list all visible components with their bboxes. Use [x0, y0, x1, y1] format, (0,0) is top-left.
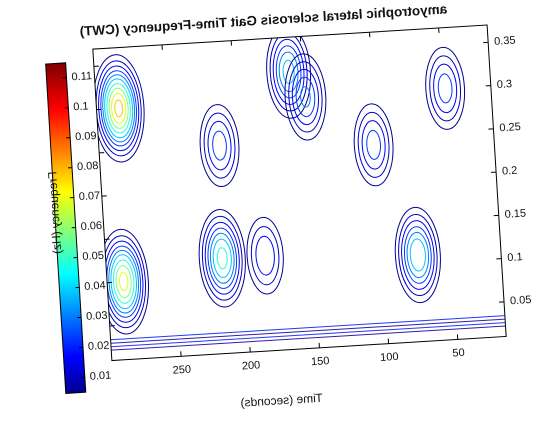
contour-line: [245, 216, 286, 295]
svg-text:0.07: 0.07: [78, 190, 100, 203]
svg-text:50: 50: [452, 347, 465, 360]
colorbar-tick-label: 0.08: [77, 160, 99, 173]
x-tick-label: 50: [452, 347, 465, 360]
svg-text:0.09: 0.09: [75, 130, 97, 143]
plot-frame: [93, 25, 506, 361]
contour-line: [206, 227, 238, 289]
y-axis-ticks: 0.05 0.1 0.15 0.2 0.25 0.3 0.35: [94, 35, 532, 332]
contour-line: [432, 63, 458, 113]
y-tick-label: 0.1: [507, 251, 523, 264]
colorbar-tick-label: 0.04: [84, 280, 106, 293]
y-tick-label: 0.15: [504, 208, 526, 221]
x-tick-label: 250: [172, 364, 191, 377]
svg-text:0.1: 0.1: [507, 251, 523, 264]
colorbar-tick-label: 0.06: [80, 220, 102, 233]
contour-line: [111, 93, 127, 124]
low-freq-band: [111, 323, 505, 347]
contour-line: [361, 120, 387, 170]
contour-line: [250, 226, 281, 286]
contour-line: [115, 265, 132, 298]
svg-text:100: 100: [380, 351, 399, 364]
y-tick-label: 0.2: [502, 165, 518, 178]
svg-text:0.06: 0.06: [80, 220, 102, 233]
x-tick-label: 200: [242, 359, 261, 372]
contour-line: [255, 236, 276, 276]
contour-line: [212, 239, 232, 278]
contour-line: [114, 100, 123, 117]
contour-line: [366, 130, 381, 160]
svg-text:0.1: 0.1: [73, 100, 89, 113]
svg-text:0.3: 0.3: [496, 78, 512, 91]
contour-line: [400, 220, 436, 291]
contour-line: [396, 213, 439, 296]
colorbar-tick-label: 0.01: [89, 370, 111, 383]
contour-line: [283, 53, 329, 142]
contour-line: [203, 221, 241, 295]
contour-line: [196, 208, 248, 308]
svg-text:0.35: 0.35: [494, 35, 516, 48]
x-tick-label: 100: [380, 351, 399, 364]
colorbar-tick-label: 0.03: [86, 310, 108, 323]
contour-line: [202, 112, 237, 179]
contour-line: [428, 55, 463, 122]
svg-text:0.08: 0.08: [77, 160, 99, 173]
svg-text:0.05: 0.05: [82, 250, 104, 263]
contour-line: [356, 111, 391, 178]
y-tick-label: 0.35: [494, 35, 516, 48]
svg-text:150: 150: [311, 355, 330, 368]
contour-line: [217, 248, 228, 270]
colorbar-tick-label: 0.02: [88, 340, 110, 353]
svg-text:0.2: 0.2: [502, 165, 518, 178]
figure-stage: 50 100 150 200 250 0.05 0.1 0.15 0.2 0.25 0.3 0.35…: [0, 0, 560, 420]
y-tick-label: 0.3: [496, 78, 512, 91]
y-tick-label: 0.05: [510, 294, 532, 307]
colorbar-tick-label: 0.07: [78, 190, 100, 203]
svg-text:250: 250: [172, 364, 191, 377]
contour-line: [212, 131, 227, 161]
colorbar-tick-label: 0.11: [71, 70, 92, 83]
svg-text:0.01: 0.01: [89, 370, 111, 383]
contour-line: [295, 77, 316, 118]
colorbar-tick-label: 0.1: [73, 100, 89, 113]
svg-text:0.05: 0.05: [510, 294, 532, 307]
svg-text:0.11: 0.11: [71, 70, 92, 83]
svg-text:0.04: 0.04: [84, 280, 106, 293]
x-tick-label: 150: [311, 355, 330, 368]
colorbar-tick-label: 0.05: [82, 250, 104, 263]
svg-text:0.02: 0.02: [88, 340, 110, 353]
contour-lines: [84, 13, 505, 350]
contour-line: [119, 273, 128, 291]
low-freq-band: [111, 316, 505, 340]
low-freq-band: [111, 326, 505, 350]
svg-text:200: 200: [242, 359, 261, 372]
svg-text:0.15: 0.15: [504, 208, 526, 221]
svg-text:0.03: 0.03: [86, 310, 108, 323]
contour-line: [437, 73, 452, 103]
colorbar-tick-label: 0.09: [75, 130, 97, 143]
svg-text:0.25: 0.25: [499, 121, 521, 134]
y-tick-label: 0.25: [499, 121, 521, 134]
contour-line: [409, 239, 426, 272]
contour-line: [207, 121, 233, 171]
